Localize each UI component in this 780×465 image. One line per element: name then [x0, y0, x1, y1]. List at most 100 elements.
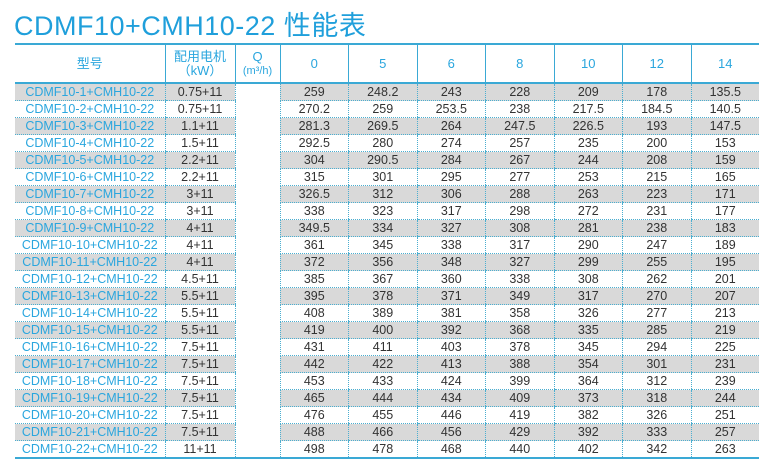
head-value-cell: 411 — [348, 338, 417, 356]
head-value-cell: 315 — [279, 168, 349, 186]
head-value-cell: 381 — [416, 304, 486, 322]
motor-cell: 2.2+11 — [164, 168, 235, 186]
head-value-cell: 209 — [553, 83, 623, 101]
model-cell: CDMF10-10+CMH10-22 — [15, 236, 165, 254]
head-value-cell: 231 — [690, 355, 759, 373]
head-value-cell: 226.5 — [553, 117, 623, 135]
motor-cell: 7.5+11 — [164, 423, 235, 441]
header-flow-0: 0 — [279, 43, 349, 84]
head-value-cell: 389 — [348, 304, 417, 322]
head-value-cell: 257 — [690, 423, 759, 441]
head-value-cell: 269.5 — [348, 117, 417, 135]
head-value-cell: 308 — [485, 219, 554, 237]
motor-cell: 7.5+11 — [164, 355, 235, 373]
header-flow-12: 12 — [622, 43, 691, 84]
head-value-cell: 257 — [485, 134, 554, 152]
head-value-cell: 301 — [622, 355, 691, 373]
head-value-cell: 274 — [416, 134, 486, 152]
head-value-cell: 219 — [690, 321, 759, 339]
head-value-cell: 498 — [279, 440, 349, 459]
motor-cell: 4.5+11 — [164, 270, 235, 288]
q-spacer-cell — [234, 372, 280, 390]
head-value-cell: 263 — [553, 185, 623, 203]
head-value-cell: 335 — [553, 321, 623, 339]
table-row: CDMF10-21+CMH10-22 7.5+11 488 466 456 429 392 3… — [15, 423, 759, 441]
motor-cell: 11+11 — [164, 440, 235, 459]
header-q: Q (m³/h) — [234, 43, 280, 84]
head-value-cell: 409 — [485, 389, 554, 407]
head-value-cell: 238 — [485, 100, 554, 118]
table-row: CDMF10-9+CMH10-22 4+11 349.5 334 327 308 281 23… — [15, 219, 759, 237]
q-spacer-cell — [234, 338, 280, 356]
head-value-cell: 184.5 — [622, 100, 691, 118]
head-value-cell: 402 — [553, 440, 623, 459]
model-cell: CDMF10-22+CMH10-22 — [15, 440, 165, 459]
head-value-cell: 442 — [279, 355, 349, 373]
model-cell: CDMF10-6+CMH10-22 — [15, 168, 165, 186]
head-value-cell: 270.2 — [279, 100, 349, 118]
head-value-cell: 284 — [416, 151, 486, 169]
head-value-cell: 466 — [348, 423, 417, 441]
head-value-cell: 364 — [553, 372, 623, 390]
motor-cell: 5.5+11 — [164, 287, 235, 305]
head-value-cell: 431 — [279, 338, 349, 356]
head-value-cell: 368 — [485, 321, 554, 339]
head-value-cell: 358 — [485, 304, 554, 322]
model-cell: CDMF10-3+CMH10-22 — [15, 117, 165, 135]
head-value-cell: 323 — [348, 202, 417, 220]
model-cell: CDMF10-2+CMH10-22 — [15, 100, 165, 118]
head-value-cell: 338 — [485, 270, 554, 288]
head-value-cell: 201 — [690, 270, 759, 288]
header-flow-5: 5 — [348, 43, 417, 84]
table-row: CDMF10-4+CMH10-22 1.5+11 292.5 280 274 257 235… — [15, 134, 759, 152]
head-value-cell: 298 — [485, 202, 554, 220]
head-value-cell: 367 — [348, 270, 417, 288]
head-value-cell: 317 — [553, 287, 623, 305]
head-value-cell: 183 — [690, 219, 759, 237]
head-value-cell: 478 — [348, 440, 417, 459]
head-value-cell: 312 — [348, 185, 417, 203]
head-value-cell: 385 — [279, 270, 349, 288]
head-value-cell: 413 — [416, 355, 486, 373]
head-value-cell: 422 — [348, 355, 417, 373]
model-cell: CDMF10-14+CMH10-22 — [15, 304, 165, 322]
head-value-cell: 333 — [622, 423, 691, 441]
head-value-cell: 360 — [416, 270, 486, 288]
head-value-cell: 382 — [553, 406, 623, 424]
head-value-cell: 228 — [485, 83, 554, 101]
head-value-cell: 327 — [416, 219, 486, 237]
head-value-cell: 301 — [348, 168, 417, 186]
head-value-cell: 345 — [553, 338, 623, 356]
motor-cell: 5.5+11 — [164, 321, 235, 339]
motor-cell: 3+11 — [164, 185, 235, 203]
header-model: 型号 — [15, 43, 165, 84]
head-value-cell: 165 — [690, 168, 759, 186]
head-value-cell: 153 — [690, 134, 759, 152]
head-value-cell: 277 — [622, 304, 691, 322]
table-row: CDMF10-20+CMH10-22 7.5+11 476 455 446 419 382 3… — [15, 406, 759, 424]
head-value-cell: 225 — [690, 338, 759, 356]
model-cell: CDMF10-21+CMH10-22 — [15, 423, 165, 441]
head-value-cell: 264 — [416, 117, 486, 135]
table-row: CDMF10-13+CMH10-22 5.5+11 395 378 371 349 317 2… — [15, 287, 759, 305]
head-value-cell: 349.5 — [279, 219, 349, 237]
head-value-cell: 395 — [279, 287, 349, 305]
head-value-cell: 248.2 — [348, 83, 417, 101]
head-value-cell: 171 — [690, 185, 759, 203]
table-row: CDMF10-8+CMH10-22 3+11 338 323 317 298 272 231 1… — [15, 202, 759, 220]
head-value-cell: 281 — [553, 219, 623, 237]
head-value-cell: 453 — [279, 372, 349, 390]
head-value-cell: 348 — [416, 253, 486, 271]
table-row: CDMF10-2+CMH10-22 0.75+11 270.2 259 253.5 238… — [15, 100, 759, 118]
head-value-cell: 326 — [553, 304, 623, 322]
head-value-cell: 342 — [622, 440, 691, 459]
q-spacer-cell — [234, 287, 280, 305]
head-value-cell: 326.5 — [279, 185, 349, 203]
q-spacer-cell — [234, 389, 280, 407]
head-value-cell: 372 — [279, 253, 349, 271]
head-value-cell: 255 — [622, 253, 691, 271]
performance-table: 型号 配用电机 （kW） Q (m³/h) 0 5 6 8 10 12 14 CDMF10-1+… — [15, 43, 759, 459]
head-value-cell: 259 — [279, 83, 349, 101]
table-row: CDMF10-16+CMH10-22 7.5+11 431 411 403 378 345 2… — [15, 338, 759, 356]
head-value-cell: 349 — [485, 287, 554, 305]
